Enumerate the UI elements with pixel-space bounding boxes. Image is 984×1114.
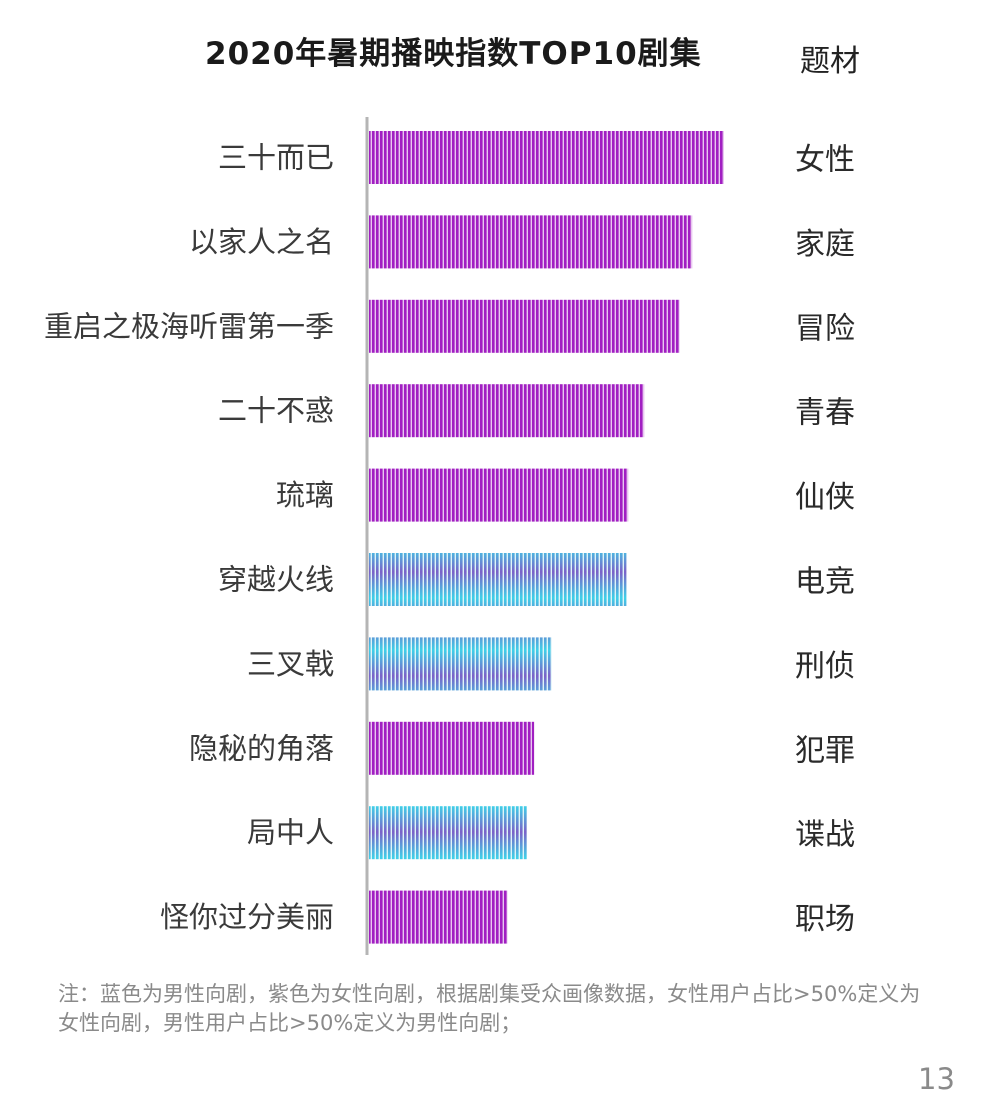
category-label: 二十不惑 (218, 394, 334, 428)
category-label: 琉璃 (276, 478, 334, 512)
footnote: 注：蓝色为男性向剧，紫色为女性向剧，根据剧集受众画像数据，女性用户占比>50%定… (58, 982, 921, 1035)
genre-label: 家庭 (795, 227, 855, 262)
genre-label: 冒险 (795, 311, 855, 346)
genre-column-header: 题材 (800, 44, 860, 79)
bar (369, 553, 627, 606)
page-number: 13 (918, 1062, 955, 1096)
bar (369, 131, 724, 184)
bar (369, 468, 629, 522)
genre-label: 谍战 (795, 818, 855, 853)
category-label: 局中人 (247, 816, 334, 850)
genre-label: 青春 (795, 396, 855, 431)
genre-label: 电竞 (795, 565, 855, 600)
category-label: 怪你过分美丽 (160, 900, 334, 934)
bar (369, 721, 535, 775)
category-label: 穿越火线 (218, 563, 334, 597)
genre-label: 仙侠 (795, 480, 855, 515)
bar (369, 806, 527, 860)
category-label: 重启之极海听雷第一季 (44, 309, 334, 343)
genre-label: 刑侦 (795, 649, 855, 684)
bar (369, 215, 693, 269)
category-label: 隐秘的角落 (189, 731, 334, 765)
genre-label: 职场 (795, 902, 855, 937)
category-label: 三十而已 (218, 141, 334, 175)
bar (369, 384, 645, 438)
genre-label: 犯罪 (795, 733, 855, 768)
bar (369, 299, 680, 353)
bar (369, 890, 508, 944)
category-label: 以家人之名 (189, 225, 334, 259)
category-label: 三叉戟 (247, 647, 334, 681)
genre-label: 女性 (795, 143, 855, 178)
chart-title: 2020年暑期播映指数TOP10剧集 (205, 36, 702, 72)
bar (369, 637, 552, 691)
